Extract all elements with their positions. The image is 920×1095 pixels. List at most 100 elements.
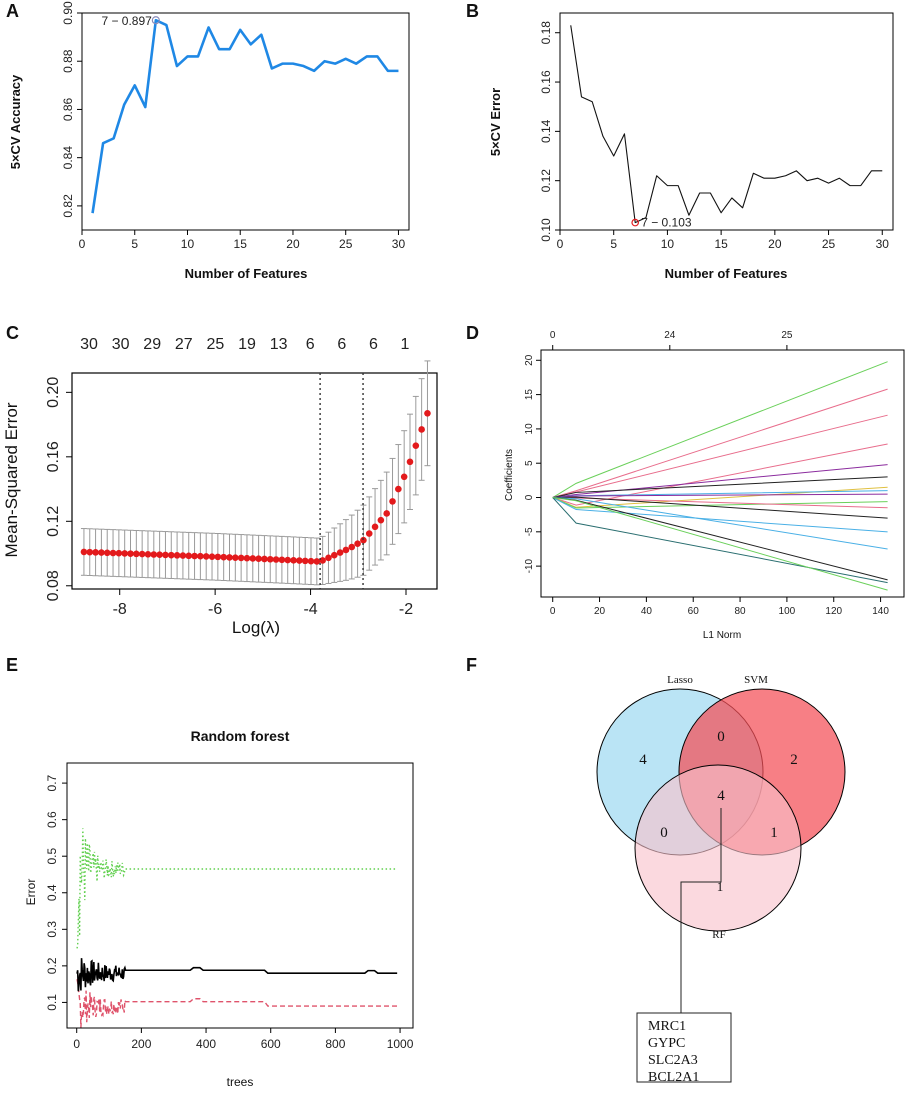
panel-b-annotation: 7 − 0.103 — [641, 216, 692, 230]
venn-all-three: 4 — [717, 788, 725, 804]
venn-svm-label: SVM — [744, 674, 768, 686]
panel-c-top-label: 6 — [337, 336, 346, 353]
panel-c-mse-point — [383, 510, 390, 517]
panel-b-ytick-label: 0.10 — [539, 218, 553, 242]
panel-c-xlabel: Log(λ) — [232, 618, 280, 637]
panel-e-xtick-label: 200 — [131, 1037, 151, 1051]
panel-c-mse-point — [115, 549, 123, 557]
panel-b-ytick-label: 0.16 — [539, 70, 553, 94]
panel-b-frame — [559, 12, 894, 231]
panel-c-top-label: 13 — [270, 336, 288, 353]
panel-c-mse-point — [266, 555, 274, 563]
venn-lasso-only: 4 — [639, 752, 647, 768]
panel-b-chart: 0 5 10 15 20 25 30 0.10 0.12 0.14 0.16 0.18 7 − 0.1… — [488, 12, 894, 281]
panel-c-mse-point — [255, 555, 262, 563]
panel-c-mse-point — [150, 551, 158, 558]
panel-c-mse-point — [121, 550, 128, 557]
panel-d-coef-path — [552, 497, 888, 533]
panel-c-mse-point — [232, 554, 239, 561]
panel-c-ytick-label: 0.08 — [45, 570, 62, 601]
panel-c-top-label: 29 — [143, 336, 161, 353]
panel-d-ytick-label: 20 — [524, 354, 535, 366]
panel-c-xtick-label: -8 — [113, 601, 127, 618]
panel-c-mse-point — [418, 426, 425, 433]
panel-d-top-label: 0 — [550, 330, 556, 341]
panel-b-best-marker — [631, 218, 639, 227]
panel-c-mse-point — [290, 557, 297, 564]
panel-b-xtick-label: 5 — [610, 237, 617, 251]
panel-d-ytick-label: -5 — [524, 527, 535, 536]
panel-c-mse-point — [191, 552, 198, 560]
panel-c-top-label: 27 — [175, 336, 193, 353]
panel-c-mse-point — [313, 558, 321, 565]
panel-c-mse-point — [249, 555, 257, 562]
venn-gene-box — [636, 1012, 732, 1083]
panel-c-ytick-label: 0.20 — [45, 377, 62, 408]
panel-c-top-label: 25 — [207, 336, 225, 353]
panel-c-mse-point — [406, 458, 414, 466]
panel-c-mse-point — [412, 442, 420, 449]
panel-c-mse-point — [220, 553, 227, 561]
panel-e-class1-line — [76, 979, 398, 1028]
panel-e-xtick-label: 0 — [73, 1037, 80, 1051]
panel-c-top-label: 19 — [238, 336, 256, 353]
panel-c-mse-point — [377, 516, 385, 524]
venn-lasso-label: Lasso — [667, 674, 693, 686]
panel-c-mse-point — [330, 551, 338, 559]
panel-a-ytick-label: 0.86 — [61, 97, 75, 121]
panel-c-top-label: 6 — [306, 336, 315, 353]
panel-d-coef-path — [552, 497, 888, 550]
panel-c-mse-point — [226, 554, 233, 561]
panel-a-xtick-label: 15 — [234, 237, 248, 251]
panel-a-ytick-label: 0.88 — [61, 49, 75, 73]
venn-rf-circle — [634, 764, 802, 932]
panel-d-coef-path — [552, 388, 888, 498]
panel-a-ytick-label: 0.84 — [61, 146, 75, 170]
panel-e-xtick-label: 600 — [261, 1037, 281, 1051]
panel-e-oob-line — [76, 958, 398, 992]
panel-e-title: Random forest — [191, 728, 290, 744]
panel-c-mse-point — [92, 549, 99, 556]
panel-c-mse-point — [103, 549, 111, 557]
panel-e-chart: Random forest 0 200 400 600 800 1000 0.1 0.2 0.3… — [24, 728, 414, 1089]
panel-a-xtick-label: 20 — [286, 237, 300, 251]
panel-a-ytick-label: 0.82 — [61, 194, 75, 218]
venn-gene-3: SLC2A3 — [648, 1053, 698, 1068]
panel-e-ytick-label: 0.4 — [45, 884, 59, 901]
panel-e-xtick-label: 800 — [325, 1037, 345, 1051]
panel-c-mse-point — [296, 557, 303, 564]
panel-a-xtick-label: 30 — [392, 237, 406, 251]
venn-svm-rf: 1 — [770, 825, 778, 841]
panel-c-xtick-label: -4 — [303, 601, 317, 618]
panel-c-mse-point — [162, 551, 169, 559]
panel-e-ylabel: Error — [24, 879, 38, 906]
panel-c-top-label: 1 — [401, 336, 410, 353]
panel-e-ytick-label: 0.2 — [45, 957, 59, 974]
panel-c-frame — [71, 372, 438, 590]
panel-c-label: C — [6, 323, 19, 343]
panel-c-mse-point — [348, 543, 356, 551]
panel-c-top-label: 6 — [369, 336, 378, 353]
panel-c-mse-point — [243, 554, 251, 562]
panel-c-mse-point — [202, 553, 210, 560]
panel-a-xtick-label: 5 — [131, 237, 138, 251]
panel-c-mse-point — [365, 530, 373, 537]
panel-d-coef-path — [552, 496, 888, 519]
panel-d-xtick-label: 80 — [735, 606, 747, 617]
panel-d-ytick-label: -10 — [524, 558, 535, 573]
panel-c-mse-point — [424, 409, 431, 417]
panel-c-mse-point — [197, 552, 204, 560]
panel-e-xlabel: trees — [227, 1075, 254, 1089]
panel-b-xtick-label: 25 — [822, 237, 836, 251]
panel-c-mse-point — [109, 549, 117, 557]
panel-c-mse-point — [395, 485, 402, 493]
panel-c-mse-point — [400, 473, 408, 481]
panel-c-xtick-label: -6 — [208, 601, 222, 618]
panel-a-chart: 0 5 10 15 20 25 30 0.82 0.84 0.86 0.88 0.90 7 − 0.8… — [8, 1, 410, 281]
panel-c-mse-point — [86, 548, 94, 556]
panel-c-mse-point — [173, 552, 181, 559]
panel-f-label: F — [466, 655, 477, 675]
panel-c-mse-point — [319, 557, 326, 564]
panel-e-ytick-label: 0.5 — [45, 848, 59, 865]
